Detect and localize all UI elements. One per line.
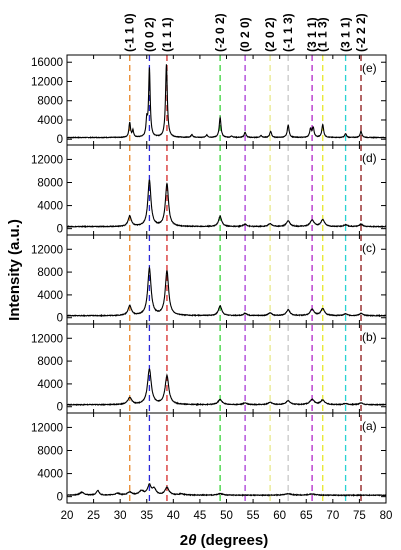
y-axis-title: Intensity (a.u.) bbox=[6, 219, 23, 321]
peak-label-11: (-2 2 2) bbox=[354, 13, 368, 52]
y-tick-label: 0 bbox=[57, 313, 63, 325]
x-axis-title-prefix: 2 bbox=[180, 532, 188, 549]
y-tick-label: 8000 bbox=[37, 96, 63, 108]
y-tick-label: 8000 bbox=[37, 178, 63, 190]
x-tick-label: 60 bbox=[273, 510, 286, 522]
panel-d: 0 4000 8000 12000 (d) bbox=[31, 144, 387, 236]
panel-frame bbox=[66, 323, 387, 414]
x-tick-label: 30 bbox=[114, 510, 127, 522]
panel-frame bbox=[66, 144, 387, 236]
y-tick-label: 12000 bbox=[31, 333, 63, 345]
x-tick-label: 70 bbox=[326, 510, 339, 522]
y-tick-label: 4000 bbox=[37, 290, 63, 302]
xrd-pattern-b bbox=[66, 368, 387, 407]
xrd-pattern-d bbox=[66, 179, 387, 229]
x-tick-label: 45 bbox=[194, 510, 207, 522]
y-tick-label: 12000 bbox=[31, 154, 63, 166]
xrd-pattern-c bbox=[66, 266, 387, 318]
panel-label: (c) bbox=[362, 241, 376, 255]
x-tick-label: 75 bbox=[353, 510, 366, 522]
x-tick-label: 40 bbox=[167, 510, 180, 522]
y-tick-label: 12000 bbox=[31, 422, 63, 434]
x-tick-label: 25 bbox=[87, 510, 100, 522]
panel-e: 0 4000 8000 12000 16000 (e) bbox=[31, 54, 387, 146]
panel-c: 0 4000 8000 12000 (c) bbox=[31, 234, 387, 325]
x-tick-label: 55 bbox=[247, 510, 260, 522]
panel-label: (a) bbox=[362, 419, 377, 433]
x-tick-label: 20 bbox=[61, 510, 74, 522]
y-tick-label: 12000 bbox=[31, 244, 63, 256]
panel-frame bbox=[66, 412, 387, 504]
x-tick-label: 65 bbox=[300, 510, 313, 522]
y-tick-label: 0 bbox=[57, 402, 63, 414]
x-axis-title: 2θ (degrees) bbox=[180, 532, 268, 549]
y-tick-label: 4000 bbox=[37, 201, 63, 213]
peak-label-7: (-1 1 3) bbox=[281, 13, 295, 52]
peak-label-3: (1 1 1) bbox=[160, 17, 174, 52]
x-tick-label: 35 bbox=[140, 510, 153, 522]
x-tick-label: 50 bbox=[220, 510, 233, 522]
panel-frame bbox=[66, 54, 387, 146]
y-tick-label: 4000 bbox=[37, 379, 63, 391]
panel-label: (b) bbox=[362, 330, 377, 344]
panel-a: 0 4000 8000 12000 (a) bbox=[31, 412, 387, 504]
peak-label-6: (2 0 2) bbox=[263, 17, 277, 52]
panel-frame bbox=[66, 234, 387, 325]
peak-label-10: (3 1 1) bbox=[339, 17, 353, 52]
peak-label-9: (1 1 3) bbox=[316, 17, 330, 52]
y-tick-label: 0 bbox=[57, 492, 63, 504]
reference-lines bbox=[129, 55, 362, 503]
y-tick-label: 4000 bbox=[37, 115, 63, 127]
xrd-pattern-e bbox=[66, 64, 387, 139]
y-tick-label: 12000 bbox=[31, 76, 63, 88]
peak-label-4: (-2 0 2) bbox=[213, 13, 227, 52]
x-axis-title-suffix: (degrees) bbox=[197, 532, 269, 549]
y-tick-label: 0 bbox=[57, 224, 63, 236]
panel-b: 0 4000 8000 12000 (b) bbox=[31, 323, 387, 414]
peak-label-2: (0 0 2) bbox=[142, 17, 156, 52]
panel-label: (e) bbox=[362, 61, 377, 75]
x-axis: 20 25 30 35 40 45 50 55 60 65 70 75 80 bbox=[61, 510, 393, 522]
y-tick-label: 4000 bbox=[37, 469, 63, 481]
x-tick-label: 80 bbox=[380, 510, 393, 522]
peak-label-1: (-1 1 0) bbox=[123, 13, 137, 52]
peak-label-5: (0 2 0) bbox=[238, 17, 252, 52]
y-tick-label: 8000 bbox=[37, 267, 63, 279]
y-tick-label: 8000 bbox=[37, 446, 63, 458]
y-tick-label: 16000 bbox=[31, 57, 63, 69]
peak-label-8: (3 1 1) bbox=[305, 17, 319, 52]
peak-labels: (-1 1 0) (0 0 2) (1 1 1) (-2 0 2) (0 2 0) (2 … bbox=[123, 13, 368, 52]
y-tick-label: 0 bbox=[57, 134, 63, 146]
xrd-pattern-a bbox=[66, 482, 387, 497]
panel-label: (d) bbox=[362, 151, 377, 165]
y-tick-label: 8000 bbox=[37, 356, 63, 368]
x-axis-title-symbol: θ bbox=[188, 532, 197, 549]
